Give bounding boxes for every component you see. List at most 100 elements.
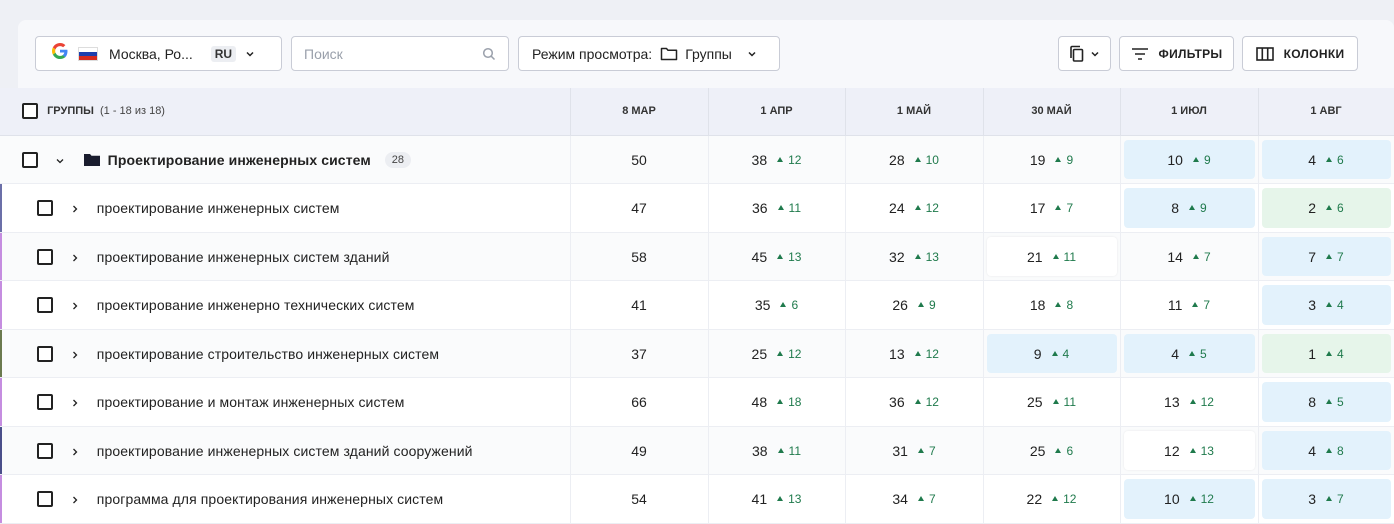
keyword-checkbox[interactable] bbox=[37, 394, 53, 411]
keyword-cell: проектирование инженерных систем bbox=[0, 183, 571, 233]
filters-button[interactable]: ФИЛЬТРЫ bbox=[1119, 36, 1234, 71]
column-header[interactable]: 1 АПР bbox=[708, 88, 846, 136]
position-cell[interactable]: 10 12 bbox=[1120, 474, 1259, 524]
groups-count: (1 - 18 из 18) bbox=[99, 105, 165, 118]
chevron-right-icon[interactable] bbox=[71, 249, 81, 265]
position-cell[interactable]: 21 11 bbox=[983, 232, 1121, 281]
position-cell[interactable]: 54 bbox=[570, 474, 709, 524]
keyword-checkbox[interactable] bbox=[37, 200, 53, 217]
chevron-right-icon[interactable] bbox=[71, 443, 81, 459]
column-header[interactable]: 1 АВГ bbox=[1258, 88, 1394, 136]
folder-icon bbox=[660, 47, 678, 61]
chevron-right-icon[interactable] bbox=[71, 491, 81, 507]
columns-button[interactable]: КОЛОНКИ bbox=[1242, 36, 1358, 71]
column-header[interactable]: 1 МАЙ bbox=[845, 88, 984, 136]
position-cell[interactable]: 25 11 bbox=[983, 377, 1121, 427]
position-cell[interactable]: 13 12 bbox=[845, 329, 984, 378]
position-cell[interactable]: 37 bbox=[570, 329, 709, 378]
view-mode-selector[interactable]: Режим просмотра: Группы bbox=[518, 36, 780, 71]
position-cell[interactable]: 12 13 bbox=[1120, 426, 1259, 475]
position-cell[interactable]: 36 12 bbox=[845, 377, 984, 427]
position-value: 18 bbox=[1029, 297, 1046, 314]
chevron-down-icon[interactable] bbox=[56, 152, 66, 168]
group-checkbox[interactable] bbox=[22, 151, 38, 168]
position-cell[interactable]: 14 7 bbox=[1120, 232, 1259, 281]
chevron-right-icon[interactable] bbox=[71, 200, 81, 216]
keyword-row[interactable]: проектирование и монтаж инженерных систе… bbox=[0, 377, 1394, 427]
position-change: 9 bbox=[1189, 201, 1207, 215]
position-cell[interactable]: 11 7 bbox=[1120, 280, 1259, 330]
keyword-cell: проектирование инженерных систем зданий bbox=[0, 232, 571, 281]
position-cell[interactable]: 26 9 bbox=[845, 280, 984, 330]
position-cell[interactable]: 25 6 bbox=[983, 426, 1121, 475]
position-cell[interactable]: 38 11 bbox=[708, 426, 846, 475]
column-header[interactable]: 8 МАР bbox=[570, 88, 709, 136]
position-cell[interactable]: 28 10 bbox=[845, 135, 984, 184]
position-cell[interactable]: 66 bbox=[570, 377, 709, 427]
position-cell[interactable]: 58 bbox=[570, 232, 709, 281]
group-color-bar bbox=[0, 232, 2, 280]
position-cell[interactable]: 13 12 bbox=[1120, 377, 1259, 427]
chevron-right-icon[interactable] bbox=[71, 297, 81, 313]
position-cell[interactable]: 34 7 bbox=[845, 474, 984, 524]
position-cell[interactable]: 25 12 bbox=[708, 329, 846, 378]
select-all-checkbox[interactable] bbox=[22, 103, 38, 120]
keyword-row[interactable]: программа для проектирования инженерных … bbox=[0, 474, 1394, 524]
position-value: 3 bbox=[1308, 491, 1317, 508]
position-cell[interactable]: 32 13 bbox=[845, 232, 984, 281]
position-cell[interactable]: 38 12 bbox=[708, 135, 846, 184]
position-cell[interactable]: 49 bbox=[570, 426, 709, 475]
keyword-row[interactable]: проектирование инженерных систем 47 36 11 2… bbox=[0, 183, 1394, 233]
position-cell[interactable]: 31 7 bbox=[845, 426, 984, 475]
position-value: 11 bbox=[1167, 297, 1183, 314]
position-cell[interactable]: 47 bbox=[570, 183, 709, 233]
position-cell[interactable]: 45 13 bbox=[708, 232, 846, 281]
keyword-checkbox[interactable] bbox=[37, 345, 53, 362]
group-color-bar bbox=[0, 329, 2, 377]
position-cell[interactable]: 24 12 bbox=[845, 183, 984, 233]
position-cell[interactable]: 17 7 bbox=[983, 183, 1121, 233]
keyword-text: проектирование инженерных систем зданий bbox=[96, 248, 390, 265]
column-header[interactable]: 1 ИЮЛ bbox=[1120, 88, 1259, 136]
keyword-checkbox[interactable] bbox=[37, 491, 53, 508]
position-cell[interactable]: 50 bbox=[570, 135, 709, 184]
keyword-checkbox[interactable] bbox=[37, 442, 53, 459]
position-cell[interactable]: 10 9 bbox=[1120, 135, 1259, 184]
position-cell[interactable]: 48 18 bbox=[708, 377, 846, 427]
column-header[interactable]: 30 МАЙ bbox=[983, 88, 1121, 136]
keyword-checkbox[interactable] bbox=[37, 248, 53, 265]
location-selector[interactable]: Москва, Ро... RU bbox=[35, 36, 282, 71]
search-icon[interactable] bbox=[482, 47, 496, 61]
position-value: 8 bbox=[1308, 394, 1317, 411]
position-value: 58 bbox=[631, 248, 647, 265]
keyword-checkbox[interactable] bbox=[37, 297, 53, 314]
position-cell[interactable]: 35 6 bbox=[708, 280, 846, 330]
group-row[interactable]: Проектирование инженерных систем 28 50 38… bbox=[0, 135, 1394, 184]
copy-button[interactable] bbox=[1058, 36, 1111, 71]
keyword-row[interactable]: проектирование инженерно технических сис… bbox=[0, 280, 1394, 330]
position-cell[interactable]: 18 8 bbox=[983, 280, 1121, 330]
position-cell[interactable]: 41 13 bbox=[708, 474, 846, 524]
keyword-row[interactable]: проектирование инженерных систем зданий … bbox=[0, 232, 1394, 281]
chevron-right-icon[interactable] bbox=[71, 394, 81, 410]
position-cell[interactable]: 36 11 bbox=[708, 183, 846, 233]
position-value: 1 bbox=[1308, 345, 1317, 362]
search-input[interactable] bbox=[304, 45, 474, 62]
keyword-row[interactable]: проектирование инженерных систем зданий … bbox=[0, 426, 1394, 475]
position-cell[interactable]: 19 9 bbox=[983, 135, 1121, 184]
position-cell[interactable]: 41 bbox=[570, 280, 709, 330]
chevron-right-icon[interactable] bbox=[71, 346, 81, 362]
keyword-row[interactable]: проектирование строительство инженерных … bbox=[0, 329, 1394, 378]
position-cell[interactable]: 22 12 bbox=[983, 474, 1121, 524]
